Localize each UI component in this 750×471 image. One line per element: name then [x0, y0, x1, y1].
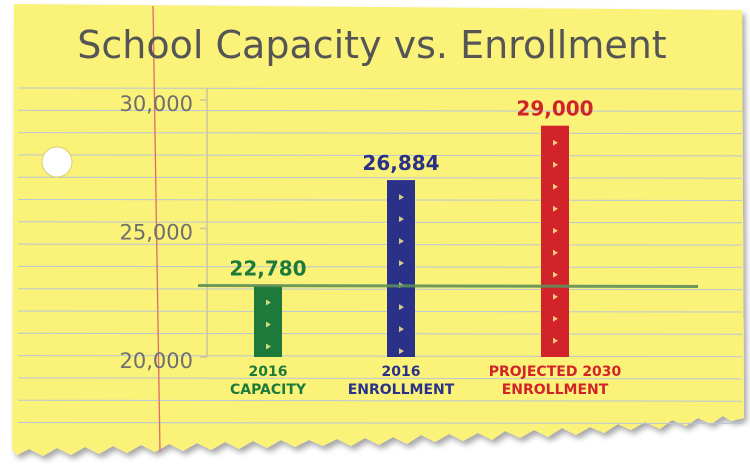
- rule-line: [17, 87, 743, 90]
- rule-line: [17, 176, 743, 179]
- rule-line: [17, 243, 743, 246]
- rule-line: [17, 109, 743, 112]
- y-tick-label: 25,000: [120, 221, 193, 245]
- y-tick-label: 20,000: [120, 349, 193, 373]
- rule-line: [17, 154, 743, 157]
- bar-pattern-mark: [553, 205, 558, 212]
- bar-value-label: 29,000: [516, 97, 593, 121]
- rule-line: [17, 332, 743, 335]
- rule-line: [17, 265, 743, 268]
- category-label: ENROLLMENT: [502, 382, 609, 398]
- category-label: 2016: [249, 364, 288, 380]
- bar-pattern-mark: [399, 238, 404, 245]
- capacity-reference-line: [197, 284, 699, 289]
- reference-line-group: [197, 284, 699, 289]
- ruled-lines: [17, 87, 743, 424]
- bar-pattern-mark: [553, 183, 558, 190]
- bar-pattern-mark: [553, 249, 558, 256]
- bar-pattern-mark: [553, 315, 558, 322]
- bar-pattern-mark: [399, 304, 404, 311]
- chart-title: School Capacity vs. Enrollment: [77, 23, 666, 67]
- rule-line: [17, 221, 743, 224]
- rule-line: [17, 288, 743, 291]
- rule-line: [17, 310, 743, 313]
- bar-pattern-mark: [553, 293, 558, 300]
- bar-pattern-mark: [553, 161, 558, 168]
- bar-pattern-mark: [399, 260, 404, 267]
- y-axis: 20,000 25,000 30,000: [120, 88, 208, 373]
- labels-group: 22,780 2016 CAPACITY 26,884 2016 ENROLLMENT 29…: [229, 97, 621, 398]
- category-label: PROJECTED 2030: [489, 364, 622, 380]
- rule-line: [17, 377, 743, 380]
- rule-line: [17, 355, 743, 358]
- bar-pattern-mark: [399, 326, 404, 333]
- bar-value-label: 26,884: [362, 151, 439, 175]
- bar-pattern-mark: [553, 271, 558, 278]
- rule-line: [17, 132, 743, 135]
- bar-pattern-mark: [399, 216, 404, 223]
- category-label: 2016: [382, 364, 421, 380]
- y-tick-label: 30,000: [120, 92, 193, 116]
- bar-pattern-mark: [266, 343, 271, 350]
- bar-pattern-mark: [266, 321, 271, 328]
- bar-pattern-mark: [266, 299, 271, 306]
- rule-line: [17, 199, 743, 201]
- bar-pattern-mark: [553, 227, 558, 234]
- category-label: ENROLLMENT: [348, 382, 455, 398]
- bars-group: [254, 125, 569, 357]
- category-label: CAPACITY: [230, 382, 307, 398]
- bar-value-label: 22,780: [229, 257, 306, 281]
- bar: [541, 125, 569, 357]
- rule-line: [17, 422, 743, 424]
- bar-pattern-mark: [553, 139, 558, 146]
- margin-line: [152, 5, 161, 453]
- bar-pattern-mark: [553, 337, 558, 344]
- bar-pattern-mark: [399, 194, 404, 201]
- binder-hole: [41, 146, 73, 178]
- bar-pattern-mark: [399, 348, 404, 355]
- rule-line: [17, 399, 743, 402]
